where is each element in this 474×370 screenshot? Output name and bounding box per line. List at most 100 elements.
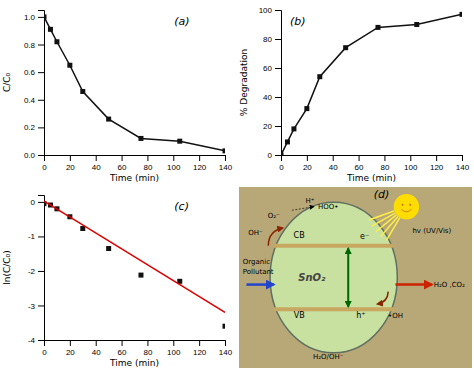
x-tick-mark [147, 155, 148, 161]
y-tick-label: 0.4 [24, 96, 36, 105]
x-tick-label: 60 [355, 163, 364, 172]
x-tick-label: 0 [42, 348, 47, 357]
x-axis-line [45, 156, 226, 162]
x-tick-mark [384, 155, 385, 161]
x-tick-mark [436, 155, 437, 161]
point [80, 89, 85, 94]
x-axis-title: Time (min) [109, 173, 159, 183]
data [281, 12, 462, 155]
output-arrow [395, 283, 431, 286]
y-tick: 0.8 [24, 41, 44, 50]
x-tick: 140 [456, 155, 470, 172]
point [67, 63, 72, 68]
y-tick-label: -2 [28, 267, 36, 276]
y-tick: -2 [28, 267, 44, 276]
y-tick-mark [38, 17, 44, 18]
point [138, 273, 143, 278]
x-tick-label: 60 [118, 348, 127, 357]
y-tick: -1 [28, 232, 44, 241]
x-tick-mark [122, 155, 123, 161]
point [291, 126, 296, 131]
x-tick-label: 0 [42, 163, 47, 172]
x-tick: 120 [193, 155, 207, 172]
x-tick-label: 120 [193, 163, 207, 172]
annotation: Organic [243, 258, 270, 266]
x-tick-mark [147, 340, 148, 346]
point [317, 74, 322, 79]
x-tick-label: 20 [66, 348, 75, 357]
x-tick-mark [359, 155, 360, 161]
point [304, 106, 309, 111]
x-tick-label: 40 [92, 163, 101, 172]
x-tick: 100 [167, 155, 181, 172]
x-tick-label: 120 [193, 348, 207, 357]
y-tick: 0 [268, 151, 281, 160]
y-axis-line [275, 11, 282, 156]
x-tick-label: 40 [329, 163, 338, 172]
x-tick-label: 20 [303, 163, 312, 172]
y-axis-title: ln(C/C₀) [2, 250, 12, 284]
x-tick-mark [199, 340, 200, 346]
y-tick-label: 0.8 [24, 41, 36, 50]
x-tick: 0 [42, 340, 47, 357]
panel-label: (b) [290, 15, 306, 28]
y-tick: -3 [28, 302, 44, 311]
input-arrow [246, 283, 273, 286]
x-tick-mark [96, 155, 97, 161]
plot: 0204060801001201400-1-2-3-4(c)Time (min)… [2, 195, 233, 368]
x-tick: 60 [118, 155, 127, 172]
x-tick-mark [410, 155, 411, 161]
y-tick-label: 20 [263, 122, 272, 131]
y-tick-label: 0.0 [24, 151, 36, 160]
point [281, 153, 284, 156]
y-tick: 0.4 [24, 96, 44, 105]
annotation: H₂O ,CO₂ [434, 281, 465, 289]
y-tick-mark [38, 155, 44, 156]
y-tick-mark [38, 305, 44, 306]
annotation: hv (UV/Vis) [412, 227, 451, 235]
y-axis: 0.0 0.2 0.4 0.6 0.8 1.0 [24, 11, 45, 161]
x-axis-line [45, 341, 226, 347]
annotation: H₂O/OH⁻ [313, 353, 344, 361]
y-tick-label: 0.2 [24, 123, 36, 132]
x-tick-mark [307, 155, 308, 161]
y-tick-mark [38, 236, 44, 237]
x-tick-label: 80 [143, 163, 152, 172]
x-tick: 80 [143, 155, 152, 172]
x-tick-mark [70, 340, 71, 346]
y-tick-label: 1.0 [24, 13, 36, 22]
x-tick: 20 [303, 155, 312, 172]
y-tick-mark [275, 126, 281, 127]
series-line [281, 14, 462, 155]
point [44, 14, 47, 19]
x-tick-mark [462, 155, 463, 161]
x-tick-mark [173, 340, 174, 346]
y-tick-label: 0.6 [24, 68, 36, 77]
x-tick: 40 [92, 340, 101, 357]
annotation: HOO• [318, 203, 338, 211]
sun-eye [409, 204, 411, 206]
y-tick-label: -3 [28, 302, 36, 311]
point [48, 27, 53, 32]
y-tick-mark [275, 155, 281, 156]
data [44, 201, 225, 329]
annotation: Pollutant [243, 268, 274, 276]
y-axis-line [38, 196, 45, 341]
x-tick-label: 100 [167, 348, 181, 357]
y-tick-mark [38, 127, 44, 128]
y-tick-mark [38, 340, 44, 341]
y-axis-title: % Degradation [239, 49, 249, 116]
valence-band [274, 307, 394, 311]
x-tick-label: 60 [118, 163, 127, 172]
y-tick: 0.6 [24, 68, 44, 77]
x-tick-label: 40 [92, 348, 101, 357]
y-tick: 0 [31, 198, 44, 207]
x-axis-title: Time (min) [346, 173, 396, 183]
x-tick: 100 [404, 155, 418, 172]
diagram-background [239, 187, 472, 368]
reaction-arrow [377, 292, 388, 304]
x-tick-mark [225, 155, 226, 161]
point [343, 45, 348, 50]
y-tick-label: 80 [263, 35, 272, 44]
x-axis: 020406080100120140 [42, 340, 232, 357]
